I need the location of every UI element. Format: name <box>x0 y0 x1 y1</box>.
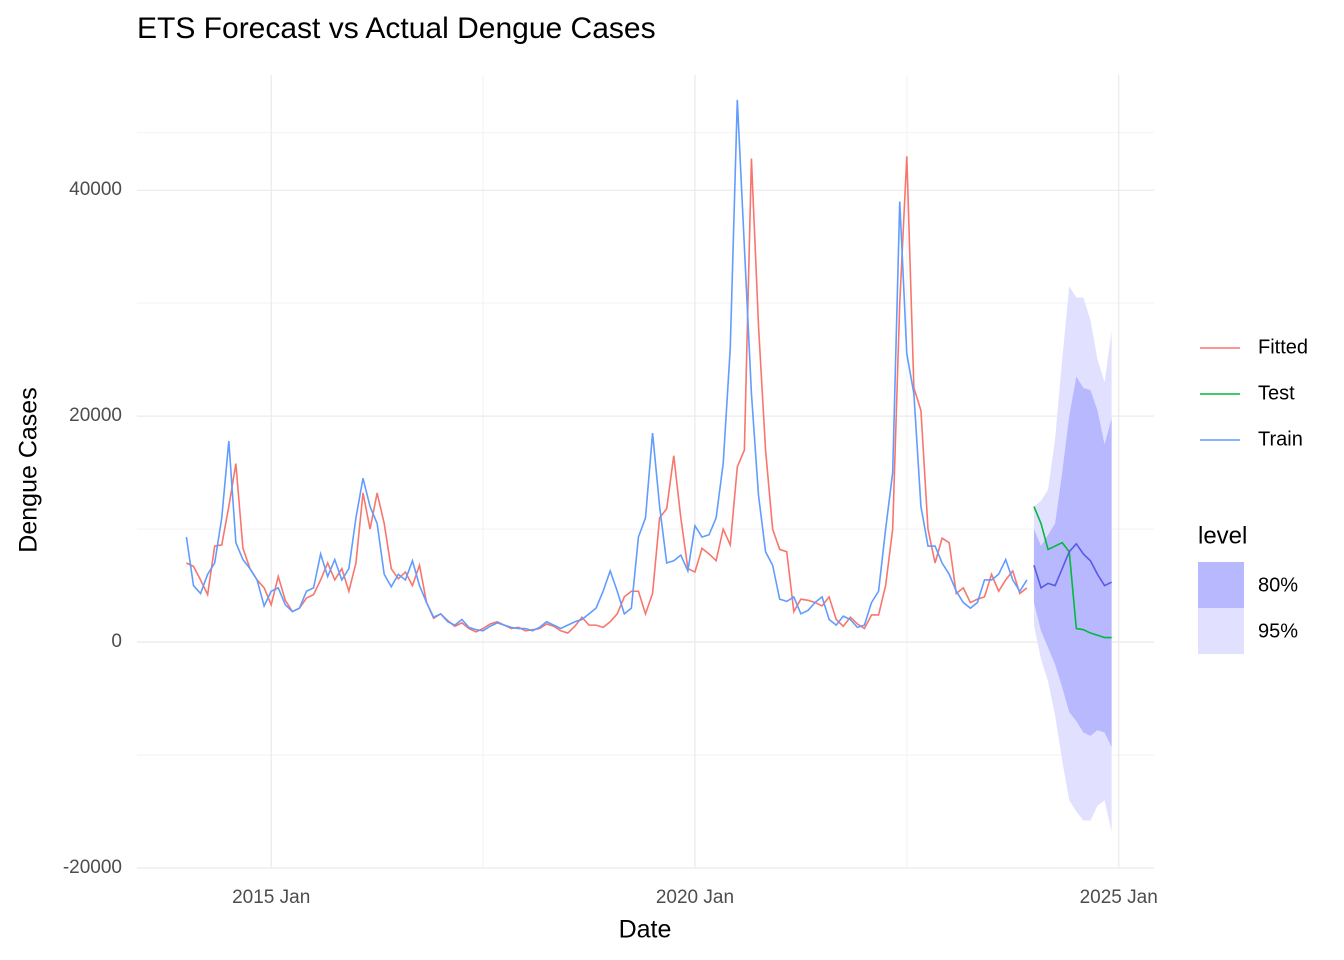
series-line <box>185 99 1028 632</box>
forecast-line <box>1033 542 1112 590</box>
y-tick-label: 20000 <box>69 405 122 426</box>
y-axis-title: Dengue Cases <box>15 387 43 552</box>
y-tick-label: 0 <box>111 631 122 652</box>
chart-title: ETS Forecast vs Actual Dengue Cases <box>137 12 656 45</box>
legend-label: Test <box>1258 382 1295 404</box>
x-tick-label: 2025 Jan <box>1080 887 1158 908</box>
series-line <box>1033 506 1112 639</box>
legend-label: Fitted <box>1258 336 1308 358</box>
x-tick-label: 2015 Jan <box>232 887 310 908</box>
series-line <box>186 156 1028 634</box>
x-tick-label: 2020 Jan <box>656 887 734 908</box>
y-tick-label: 40000 <box>69 179 122 200</box>
legend-swatch <box>1198 562 1244 608</box>
x-axis-title: Date <box>619 916 672 944</box>
y-tick-label: -20000 <box>63 857 122 878</box>
band-80 <box>1033 376 1112 748</box>
legend-label: 95% <box>1258 620 1298 642</box>
legend-label: Train <box>1258 428 1303 450</box>
legend-label: 80% <box>1258 574 1298 596</box>
legend-swatch <box>1198 608 1244 654</box>
legend-title: level <box>1198 522 1247 549</box>
